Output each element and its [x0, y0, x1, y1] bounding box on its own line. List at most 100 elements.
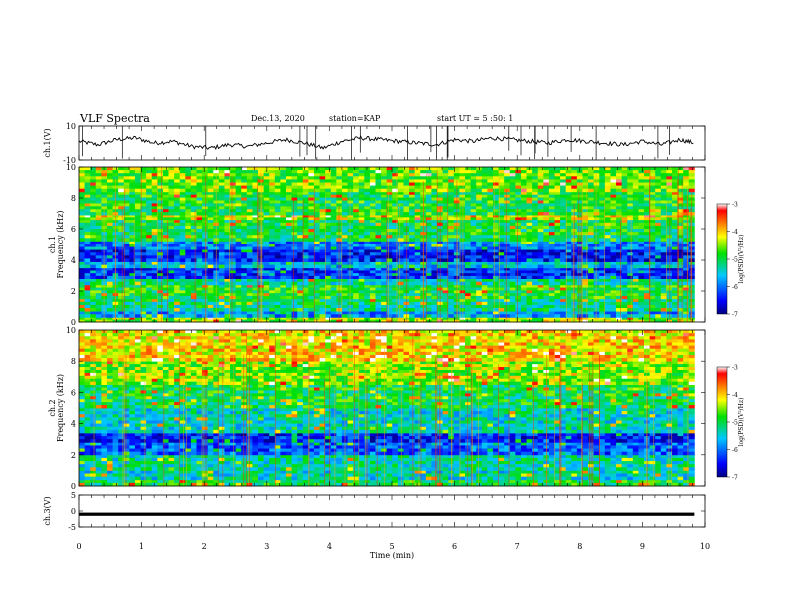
spectrogram-cell	[196, 314, 203, 318]
spectrogram-cell	[588, 293, 595, 297]
spectrogram-cell	[241, 232, 248, 236]
spectrogram-cell	[576, 264, 583, 269]
spectrogram-cell	[207, 238, 214, 242]
spectrogram-cell	[129, 308, 136, 312]
spectrogram-cell	[364, 235, 371, 239]
spectrogram-cell	[543, 222, 550, 227]
spectrogram-cell	[537, 264, 544, 269]
spectrogram-cell	[537, 258, 544, 262]
spectrogram-cell	[129, 203, 136, 207]
spectrogram-cell	[330, 264, 337, 269]
spectrogram-cell	[498, 232, 505, 236]
spectrogram-cell	[285, 197, 292, 201]
spectrogram-cell	[190, 281, 197, 286]
spectrogram-cell	[392, 304, 399, 309]
spectrogram-cell	[196, 219, 203, 224]
spectrogram-cell	[325, 255, 332, 259]
spectrogram-cell	[610, 235, 617, 239]
spectrogram-cell	[325, 281, 332, 286]
spectrogram-cell	[627, 235, 634, 239]
spectrogram-cell	[95, 249, 102, 253]
spectrogram-cell	[409, 275, 416, 279]
spectrogram-cell	[537, 317, 544, 321]
spectrogram-cell	[560, 225, 567, 230]
spectrogram-cell	[448, 217, 455, 221]
spectrogram-cell	[554, 270, 561, 274]
spectrogram-cell	[218, 249, 225, 253]
spectrogram-cell	[207, 215, 214, 218]
spectrogram-cell	[241, 275, 248, 279]
spectrogram-cell	[375, 206, 382, 210]
spectrogram-cell	[185, 225, 192, 230]
spectrogram-cell	[431, 255, 438, 259]
spectrogram-cell	[638, 225, 645, 230]
spectrogram-cell	[638, 249, 645, 253]
spectrogram-cell	[235, 258, 242, 262]
spectrogram-cell	[599, 284, 606, 288]
spectrogram-cell	[218, 275, 225, 279]
spectrogram-cell	[224, 232, 231, 236]
spectrogram-cell	[95, 246, 102, 250]
spectrogram-cell	[168, 203, 175, 207]
spectrogram-cell	[375, 229, 382, 233]
spectrogram-cell	[425, 287, 432, 291]
spectrogram-cell	[548, 273, 555, 277]
spectrogram-cell	[246, 209, 253, 213]
spectrogram-cell	[151, 284, 158, 288]
spectrogram-cell	[593, 225, 600, 230]
spectrogram-cell	[263, 200, 270, 204]
spectrogram-cell	[638, 314, 645, 318]
spectrogram-cell	[174, 200, 181, 204]
spectrogram-cell	[230, 222, 237, 227]
spectrogram-cell	[532, 243, 539, 247]
spectrogram-cell	[146, 252, 153, 256]
spectrogram-cell	[325, 243, 332, 247]
spectrogram-cell	[146, 270, 153, 274]
spectrogram-cell	[302, 284, 309, 288]
spectrogram-cell	[134, 215, 141, 218]
spectrogram-cell	[129, 225, 136, 230]
spectrogram-cell	[492, 238, 499, 242]
spectrogram-cell	[386, 311, 393, 315]
spectrogram-cell	[162, 255, 169, 259]
spectrogram-cell	[431, 261, 438, 266]
spectrogram-cell	[140, 235, 147, 239]
spectrogram-cell	[353, 222, 360, 227]
spectrogram-cell	[565, 206, 572, 210]
spectrogram-cell	[526, 191, 533, 196]
spectrogram-cell	[397, 252, 404, 256]
spectrogram-cell	[235, 298, 242, 303]
spectrogram-cell	[509, 319, 516, 323]
spectrogram-cell	[616, 225, 623, 230]
spectrogram-cell	[330, 203, 337, 207]
spectrogram-cell	[185, 287, 192, 291]
spectrogram-cell	[118, 232, 125, 236]
spectrogram-cell	[448, 249, 455, 253]
spectrogram-cell	[509, 311, 516, 315]
spectrogram-cell	[302, 219, 309, 224]
spectrogram-cell	[492, 243, 499, 247]
spectrogram-cell	[202, 252, 209, 256]
spectrogram-cell	[174, 264, 181, 269]
spectrogram-cell	[470, 255, 477, 259]
spectrogram-cell	[151, 249, 158, 253]
spectrogram-cell	[319, 215, 326, 218]
spectrogram-cell	[235, 238, 242, 242]
spectrogram-cell	[90, 255, 97, 259]
spectrogram-cell	[341, 222, 348, 227]
spectrogram-cell	[118, 264, 125, 269]
spectrogram-cell	[498, 241, 505, 245]
spectrogram-cell	[509, 191, 516, 196]
spectrogram-cell	[95, 255, 102, 259]
spectrogram-cell	[325, 238, 332, 242]
spectrogram-cell	[224, 243, 231, 247]
spectrogram-cell	[655, 298, 662, 303]
spectrogram-cell	[313, 290, 320, 294]
spectrogram-cell	[235, 232, 242, 236]
spectrogram-cell	[168, 295, 175, 300]
spectrogram-cell	[297, 232, 304, 236]
spectrogram-cell	[599, 270, 606, 274]
spectrogram-cell	[252, 243, 259, 247]
spectrogram-cell	[560, 222, 567, 227]
spectrogram-cell	[319, 264, 326, 269]
